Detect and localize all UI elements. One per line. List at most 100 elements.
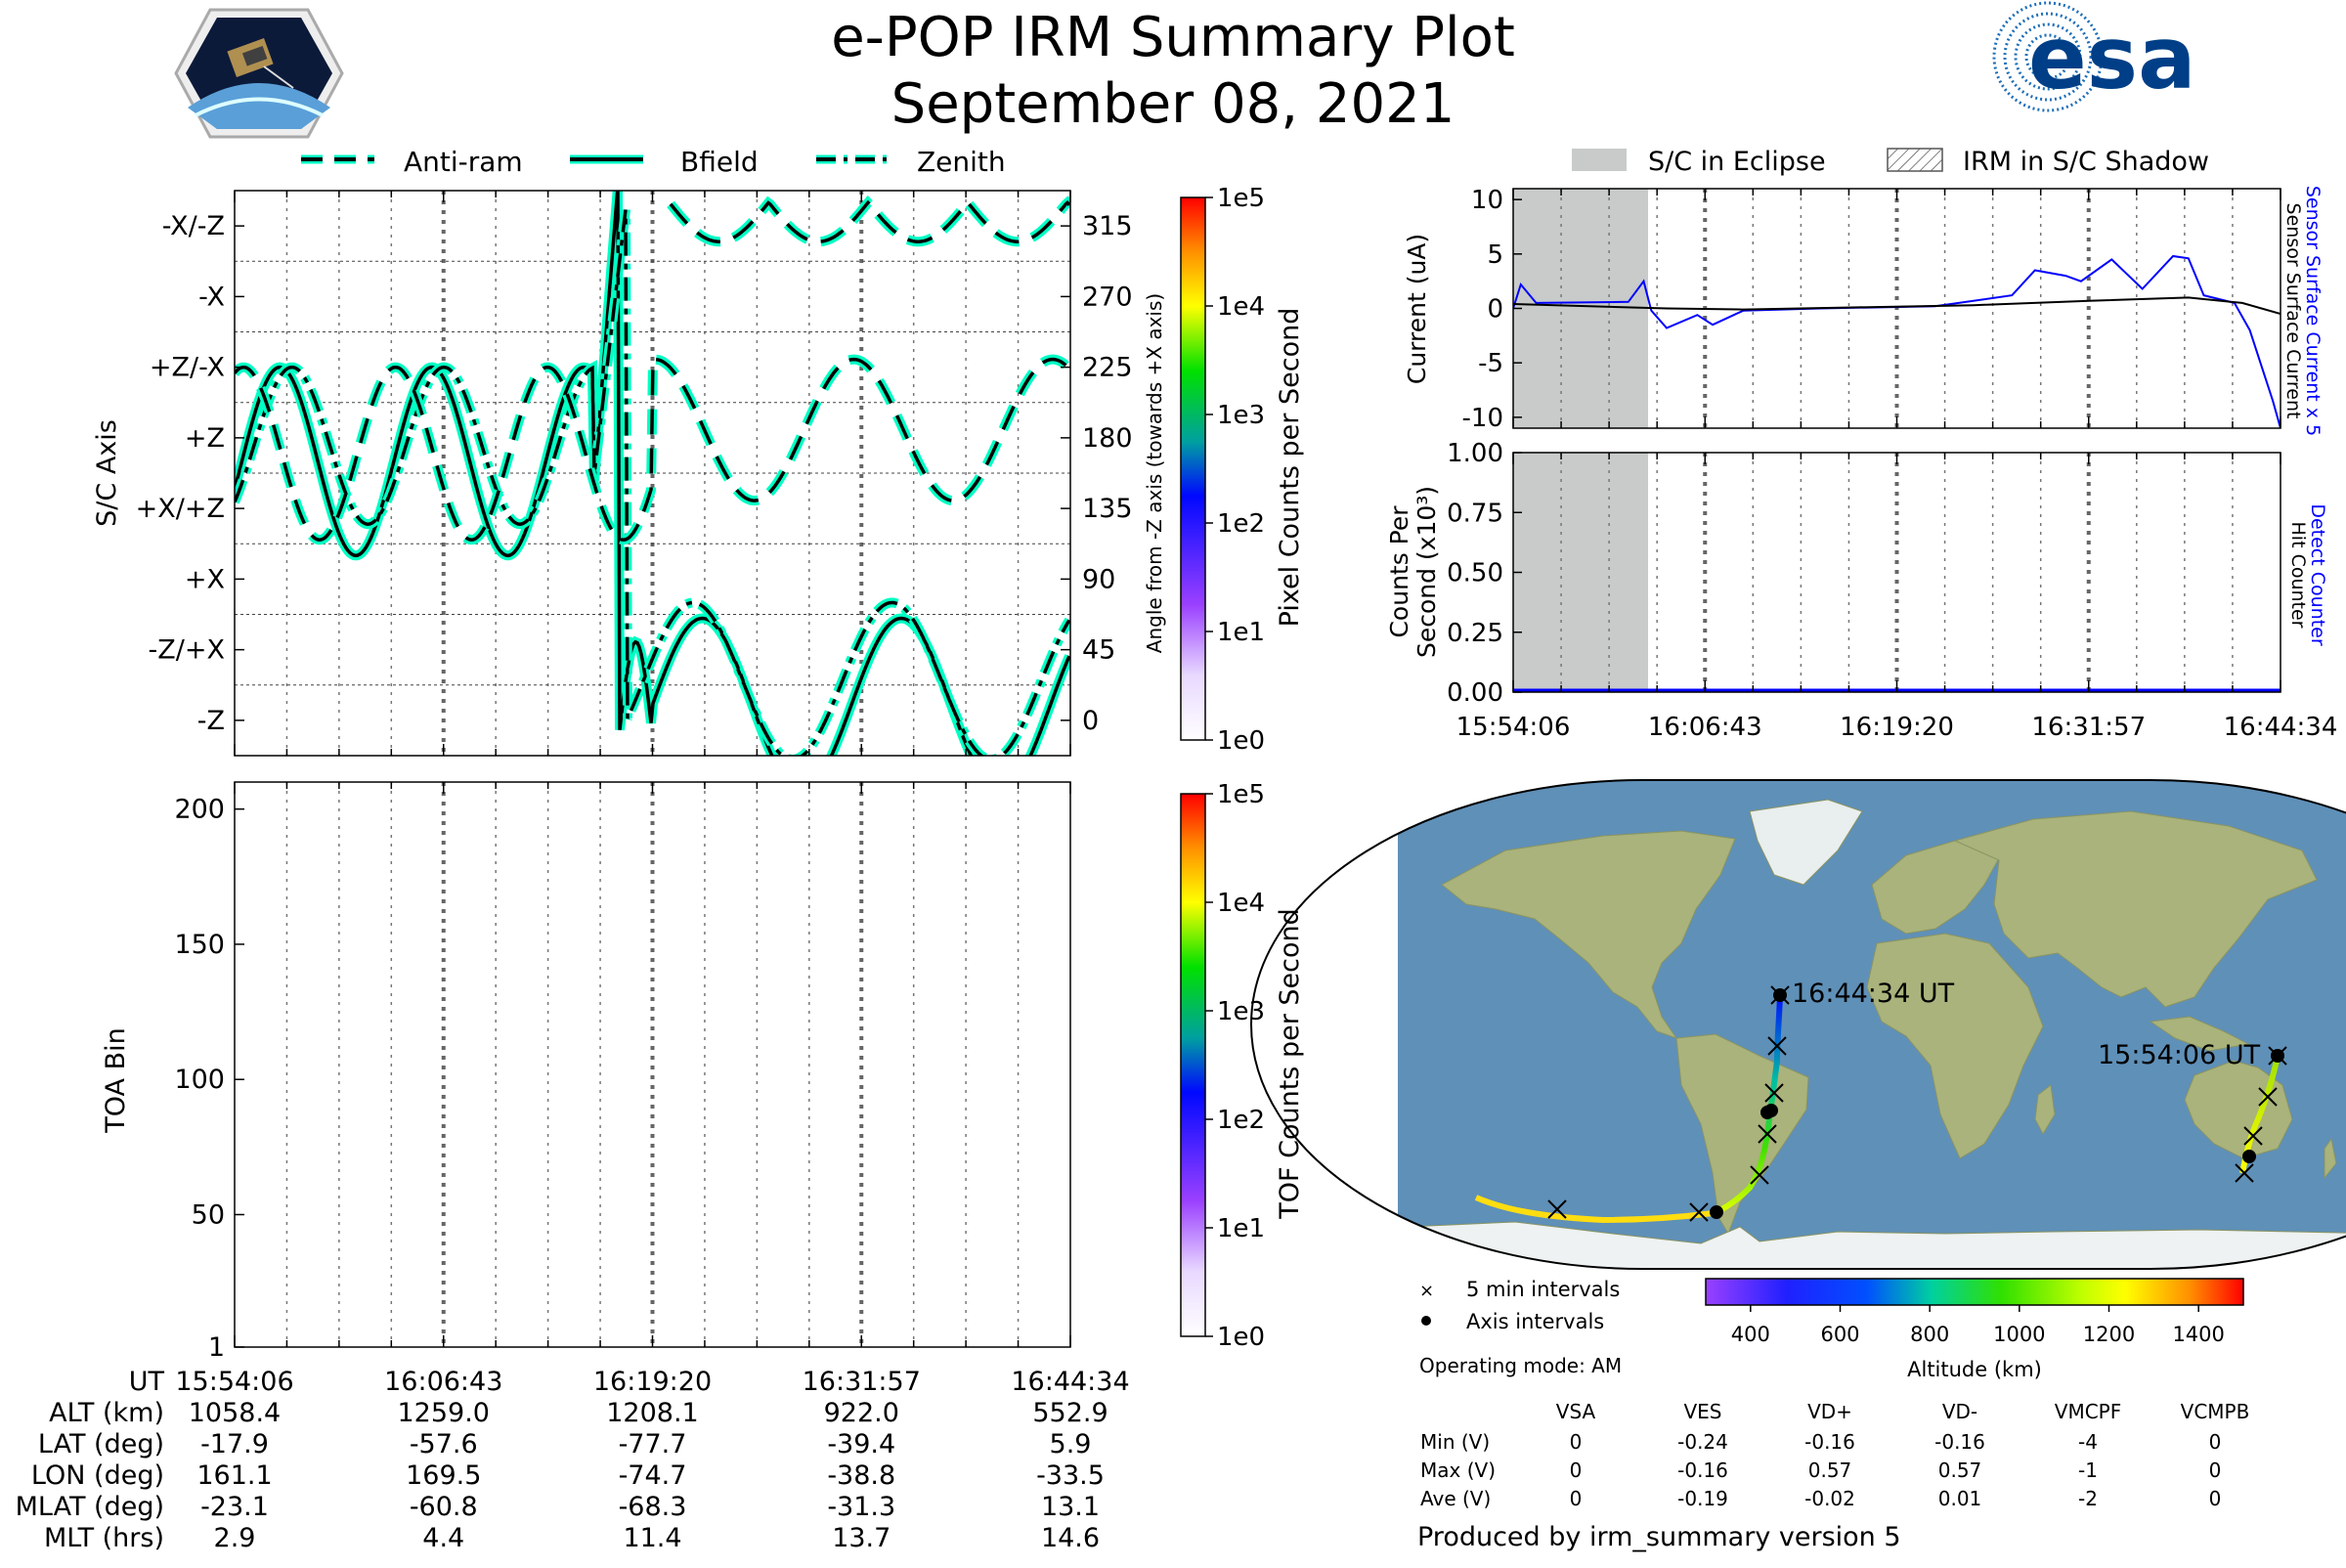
altitude-colorbar: 400 600 800 1000 1200 1400 Altitude (km) bbox=[1705, 1278, 2244, 1381]
ephem-value: 922.0 bbox=[824, 1398, 899, 1428]
pixel-colorbar-tick-label: 1e5 bbox=[1217, 184, 1265, 213]
ut-time-label: 16:31:57 bbox=[803, 1367, 921, 1397]
tof-colorbar-tick-label: 1e1 bbox=[1217, 1214, 1265, 1243]
ephem-value: 11.4 bbox=[623, 1523, 681, 1553]
legend-dot-marker bbox=[1421, 1316, 1431, 1326]
five-min-marker bbox=[1767, 1036, 1787, 1056]
counts-ytick-label: 0.00 bbox=[1447, 678, 1503, 708]
five-min-marker bbox=[1689, 1202, 1709, 1222]
counts-right-label-2: Hit Counter bbox=[2287, 522, 2309, 629]
sc-axis-ytick-label: +Z/-X bbox=[150, 353, 225, 383]
bfield-trace bbox=[235, 191, 1070, 756]
sc-axis-right-tick-label: 45 bbox=[1082, 635, 1115, 666]
axis-interval-marker bbox=[2271, 1049, 2284, 1063]
sc-axis-right-tick-label: 135 bbox=[1082, 494, 1133, 524]
sensor-surface-current-line bbox=[1513, 296, 2281, 316]
sc-axis-ytick-label: +Z bbox=[185, 423, 225, 454]
five-min-marker bbox=[2258, 1087, 2278, 1107]
tof-colorbar-tick-label: 1e0 bbox=[1217, 1323, 1265, 1352]
ephem-value: -77.7 bbox=[619, 1429, 687, 1459]
ephem-value: 14.6 bbox=[1041, 1523, 1100, 1553]
ephem-row-label: LON (deg) bbox=[31, 1460, 164, 1491]
sc-axis-ylabel: S/C Axis bbox=[92, 419, 122, 527]
axis-interval-marker bbox=[1773, 988, 1787, 1002]
ephem-value: 2.9 bbox=[214, 1523, 256, 1553]
current-ytick-label: 10 bbox=[1471, 186, 1503, 215]
toa-ylabel: TOA Bin bbox=[101, 1027, 131, 1133]
pixel-colorbar-tick-label: 1e3 bbox=[1217, 401, 1265, 430]
counts-ytick-label: 1.00 bbox=[1447, 439, 1503, 468]
counts-ytick-label: 0.25 bbox=[1447, 619, 1503, 648]
orbit-start-label: 15:54:06 UT bbox=[2098, 1040, 2261, 1070]
pixel-colorbar-tick-label: 1e2 bbox=[1217, 509, 1265, 539]
operating-mode: Operating mode: AM bbox=[1419, 1354, 1622, 1377]
esa-logo: esa bbox=[1992, 1, 2195, 112]
ephem-row-label: LAT (deg) bbox=[38, 1429, 164, 1459]
counts-right-label-1: Detect Counter bbox=[2307, 503, 2328, 646]
ephem-value: -23.1 bbox=[200, 1492, 269, 1522]
voltage-cell: 0 bbox=[1570, 1487, 1583, 1510]
counts-time-label: 16:44:34 bbox=[2224, 713, 2338, 742]
tof-colorbar-tick-label: 1e2 bbox=[1217, 1106, 1265, 1135]
sc-axis-right-tick-label: 180 bbox=[1082, 423, 1133, 454]
ephem-value: 1208.1 bbox=[606, 1398, 698, 1428]
map-border bbox=[1250, 779, 2346, 1270]
sc-axis-ytick-label: -Z/+X bbox=[149, 635, 225, 666]
counts-time-label: 16:19:20 bbox=[1840, 713, 1954, 742]
voltage-cell: -0.02 bbox=[1804, 1487, 1855, 1510]
voltage-cell: -0.16 bbox=[1934, 1430, 1985, 1454]
ephem-value: 13.1 bbox=[1041, 1492, 1100, 1522]
counts-ylabel: Counts Per bbox=[1385, 505, 1413, 638]
ephem-value: -60.8 bbox=[410, 1492, 478, 1522]
voltage-cell: -0.16 bbox=[1804, 1430, 1855, 1454]
toa-ytick-label: 100 bbox=[174, 1065, 225, 1095]
sc-axis-right-tick-label: 90 bbox=[1082, 564, 1115, 594]
voltage-column-header: VMCPF bbox=[2055, 1400, 2121, 1423]
anti-ram-trace bbox=[235, 357, 1070, 542]
sc-axis-right-tick-label: 225 bbox=[1082, 353, 1133, 383]
ephem-value: 552.9 bbox=[1032, 1398, 1108, 1428]
sc-axis-ytick-label: +X bbox=[185, 564, 225, 594]
voltage-column-header: VD- bbox=[1942, 1400, 1977, 1423]
map-land bbox=[1407, 799, 2346, 1269]
ephem-value: 13.7 bbox=[832, 1523, 891, 1553]
counts-time-label: 15:54:06 bbox=[1456, 713, 1571, 742]
sc-axis-right-tick-label: 315 bbox=[1082, 211, 1133, 241]
altitude-tick-label: 1000 bbox=[1993, 1323, 2045, 1346]
map-legend: × 5 min intervals Axis intervals Operati… bbox=[1419, 1278, 1622, 1377]
tof-colorbar-label: TOF Counts per Second bbox=[1275, 908, 1305, 1220]
voltage-row-label: Min (V) bbox=[1420, 1430, 1490, 1454]
counts-ytick-label: 0.50 bbox=[1447, 559, 1503, 588]
counts-panel: 0.00 0.25 0.50 0.75 1.00 Counts Per Second (… bbox=[1385, 439, 2337, 742]
pixel-colorbar-tick-label: 1e0 bbox=[1217, 726, 1265, 756]
voltage-cell: -0.19 bbox=[1677, 1487, 1728, 1510]
sc-axis-right-label: Angle from -Z axis (towards +X axis) bbox=[1143, 293, 1166, 653]
legend-bfield: Bfield bbox=[680, 146, 759, 178]
voltage-cell: -0.24 bbox=[1677, 1430, 1728, 1454]
altitude-tick-label: 1200 bbox=[2083, 1323, 2135, 1346]
voltage-column-header: VES bbox=[1683, 1400, 1721, 1423]
counts-time-label: 16:06:43 bbox=[1648, 713, 1762, 742]
five-min-marker bbox=[2235, 1163, 2254, 1183]
mission-logo bbox=[174, 8, 344, 139]
voltage-cell: 0.01 bbox=[1938, 1487, 1982, 1510]
sc-axis-right-tick-label: 0 bbox=[1082, 706, 1099, 736]
axis-interval-marker bbox=[1760, 1106, 1774, 1119]
current-right-label-1: Sensor Surface Current x 5 bbox=[2302, 186, 2324, 436]
altitude-tick-label: 800 bbox=[1910, 1323, 1949, 1346]
anti-ram-upper-trace-outline bbox=[667, 195, 1070, 247]
ephem-value: 1058.4 bbox=[189, 1398, 281, 1428]
legend-5min: 5 min intervals bbox=[1466, 1278, 1620, 1301]
legend-zenith: Zenith bbox=[917, 146, 1006, 178]
sc-axis-panel: -Z -Z/+X +X +X/+Z +Z +Z/-X -X -X/-Z 0 45 90 135 180 2… bbox=[92, 190, 1166, 757]
anti-ram-upper-trace bbox=[669, 199, 1070, 243]
sensor-current-x5-line bbox=[1513, 254, 2281, 428]
legend-x-marker: × bbox=[1419, 1281, 1434, 1301]
current-ytick-label: 0 bbox=[1487, 295, 1503, 325]
ut-time-label: 15:54:06 bbox=[175, 1367, 293, 1397]
altitude-tick-label: 600 bbox=[1820, 1323, 1859, 1346]
figure-date: September 08, 2021 bbox=[891, 72, 1455, 136]
current-legend: S/C in Eclipse IRM in S/C Shadow bbox=[1572, 147, 2209, 177]
five-min-marker bbox=[1750, 1165, 1769, 1185]
sc-axis-right-tick-label: 270 bbox=[1082, 282, 1133, 312]
